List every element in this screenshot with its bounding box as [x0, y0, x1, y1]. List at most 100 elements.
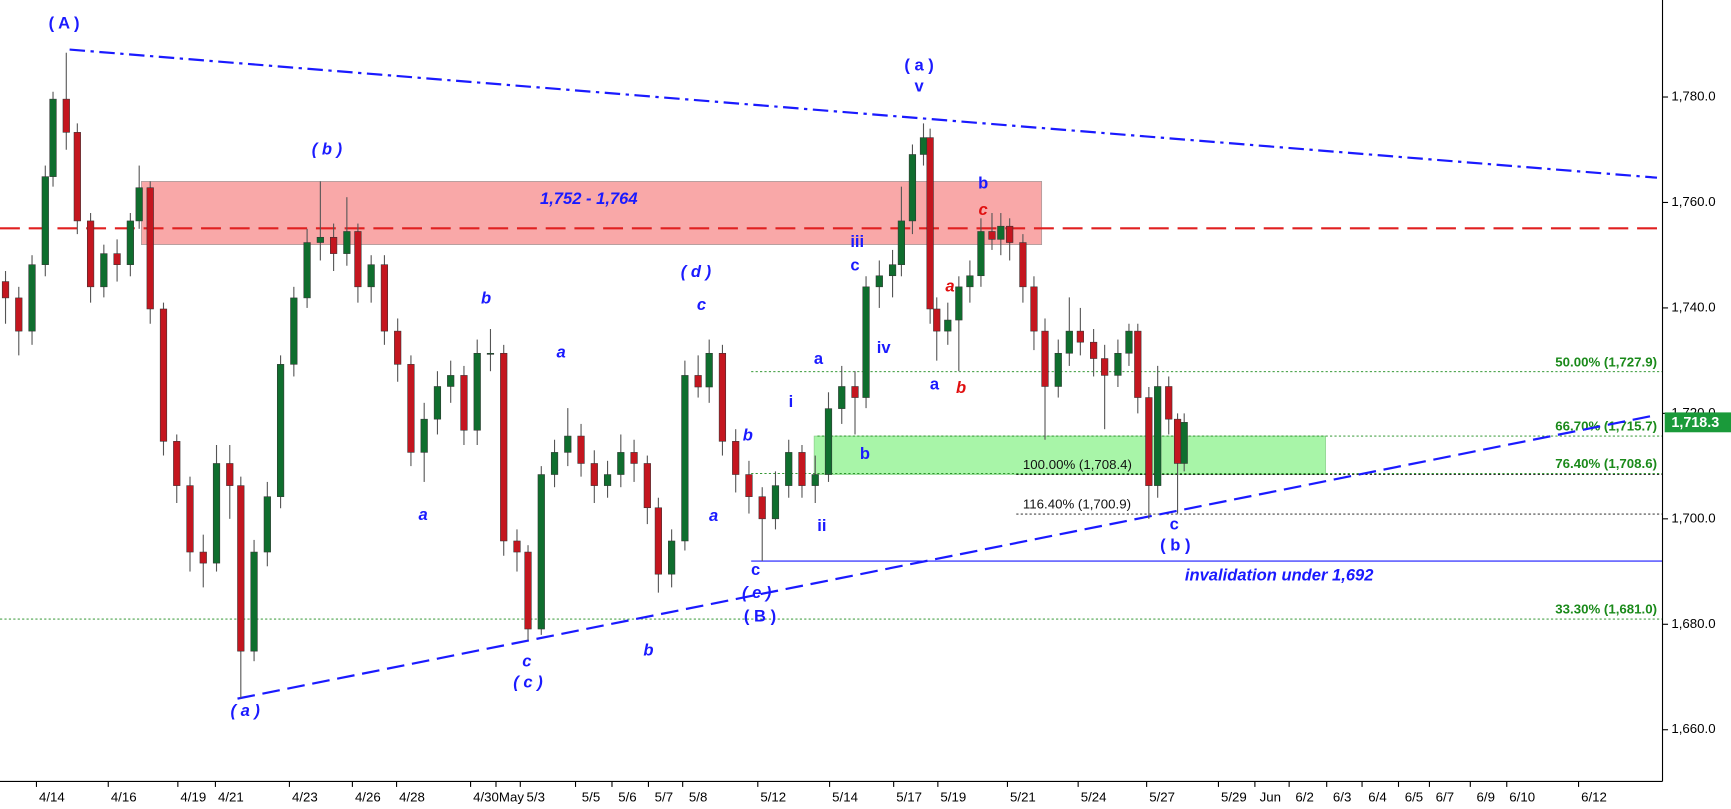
candle-body — [394, 330, 402, 365]
candle-body — [926, 137, 934, 310]
candle-body — [997, 225, 1005, 240]
fib-label: 50.00% (1,727.9) — [1555, 354, 1657, 369]
candle-body — [15, 297, 23, 332]
x-tick-label: 6/4 — [1368, 789, 1386, 804]
candle-body — [944, 319, 952, 332]
wave-label: ( A ) — [49, 14, 80, 33]
candle-body — [343, 231, 351, 254]
fib-label: 100.00% (1,708.4) — [1023, 457, 1132, 472]
x-tick-label: 4/16 — [111, 789, 137, 804]
candle-body — [888, 264, 897, 277]
wave-label: ( b ) — [312, 139, 343, 158]
candle-body — [407, 364, 415, 453]
candle-body — [824, 408, 833, 475]
wave-label: b — [978, 174, 988, 193]
wave-label: ( a ) — [904, 56, 933, 75]
fib-label: 116.40% (1,700.9) — [1023, 497, 1131, 512]
x-tick-label: 4/23 — [292, 789, 318, 804]
candle-body — [705, 352, 713, 388]
x-tick-label: 5/29 — [1221, 789, 1247, 804]
candle-body — [41, 176, 49, 265]
candle-body — [28, 264, 36, 332]
candle-body — [977, 231, 985, 277]
wave-label: c — [751, 560, 760, 579]
candle-body — [988, 231, 996, 240]
candle-body — [173, 441, 181, 486]
trendline — [69, 48, 1658, 179]
candle-body — [798, 452, 806, 486]
candle-body — [1125, 330, 1133, 354]
wave-label: c — [979, 200, 988, 219]
x-tick-label: 6/7 — [1436, 789, 1454, 804]
x-tick-label: 6/12 — [1581, 789, 1607, 804]
candle-body — [1145, 397, 1153, 486]
candle-body — [851, 386, 859, 398]
wave-label: a — [709, 506, 718, 525]
x-tick-label: Jun — [1260, 789, 1281, 804]
candle-body — [745, 474, 753, 497]
candle-body — [1173, 418, 1182, 464]
x-tick-label: 4/30 — [473, 789, 499, 804]
wave-label: b — [643, 641, 653, 660]
x-tick-label: 5/24 — [1081, 789, 1107, 804]
candle-body — [654, 507, 662, 575]
x-tick-label: 5/3 — [527, 789, 545, 804]
wave-label: iv — [877, 338, 892, 357]
candle-body — [1, 281, 10, 299]
candle-body — [933, 308, 941, 332]
candle-body — [955, 286, 963, 321]
x-tick-label: 5/14 — [832, 789, 858, 804]
wave-label: ii — [817, 516, 826, 535]
last-price-tag — [1664, 412, 1731, 433]
candle-body — [73, 132, 81, 222]
x-tick-label: 6/3 — [1333, 789, 1351, 804]
candle-body — [1041, 330, 1049, 387]
x-tick-label: 5/12 — [760, 789, 786, 804]
candle-body — [380, 264, 389, 332]
zone-label: 1,752 - 1,764 — [540, 189, 638, 208]
wave-label: v — [914, 77, 924, 96]
candle-body — [316, 236, 324, 243]
candle-body — [473, 352, 481, 431]
candle-body — [1054, 352, 1062, 387]
invalidation-label: invalidation under 1,692 — [1185, 566, 1374, 585]
candle-body — [276, 364, 285, 497]
y-tick-label: 1,660.0 — [1671, 721, 1715, 736]
candle-body — [590, 463, 598, 486]
wave-label: ( B ) — [744, 606, 776, 625]
candle-body — [1134, 330, 1142, 398]
candle-body — [919, 137, 928, 155]
x-tick-label: 6/2 — [1295, 789, 1313, 804]
resistance-zone — [141, 181, 1043, 245]
candle-body — [564, 435, 572, 453]
x-tick-label: 4/19 — [180, 789, 206, 804]
candle-body — [577, 435, 585, 464]
x-tick-label: 5/19 — [940, 789, 966, 804]
wave-label: a — [814, 349, 824, 368]
candle-body — [146, 187, 154, 310]
candle-body — [537, 474, 545, 630]
wave-label: ( a ) — [231, 701, 261, 720]
candle-body — [420, 418, 428, 453]
candle-body — [732, 441, 740, 475]
candle-body — [1154, 386, 1162, 486]
x-tick-label: 4/26 — [355, 789, 381, 804]
candle-body — [212, 463, 221, 564]
candle-body — [303, 242, 311, 299]
candle-body — [524, 551, 532, 630]
x-tick-label: May — [499, 789, 524, 804]
candle-body — [718, 352, 727, 442]
candle-body — [1006, 225, 1014, 243]
candle-body — [113, 253, 121, 265]
candle-body — [838, 386, 846, 409]
wave-label: c — [697, 295, 706, 314]
wave-label: ( e ) — [742, 583, 772, 602]
x-tick-label: 4/21 — [218, 789, 244, 804]
candle-body — [447, 375, 455, 387]
candle-body — [513, 540, 521, 553]
x-tick-label: 5/7 — [655, 789, 673, 804]
candle-body — [460, 375, 468, 431]
x-tick-label: 5/5 — [582, 789, 600, 804]
candle-body — [263, 496, 271, 553]
